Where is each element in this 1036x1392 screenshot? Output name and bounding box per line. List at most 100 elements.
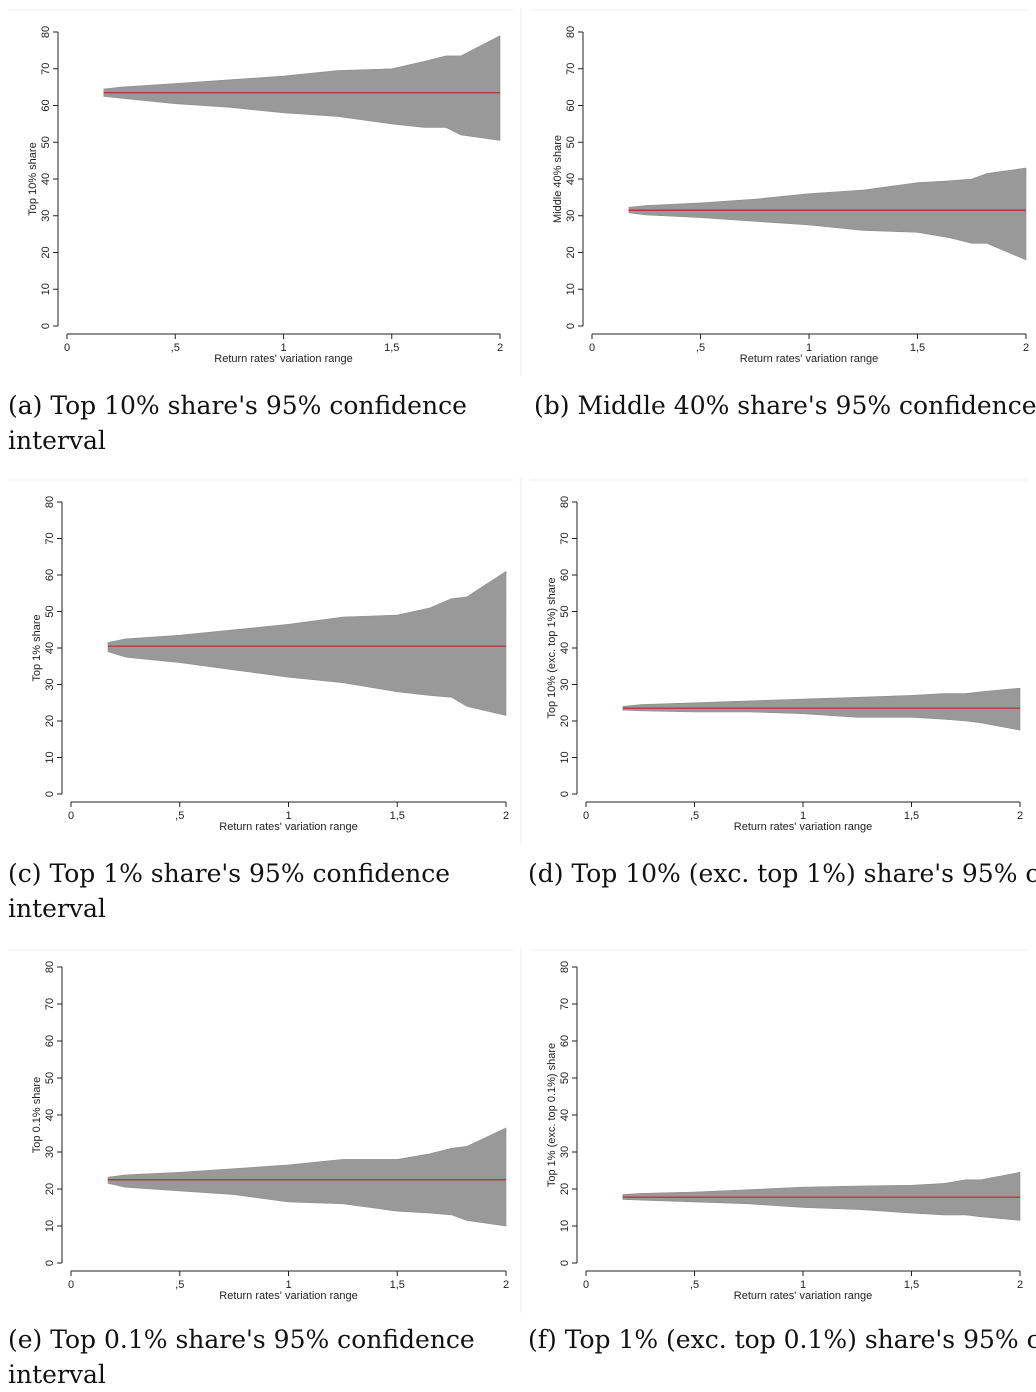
y-tick-label: 40 bbox=[559, 642, 571, 654]
y-axis-title: Top 1% (exc. top 0.1%) share bbox=[546, 1043, 558, 1187]
y-tick-label: 50 bbox=[565, 136, 577, 148]
x-tick-label: 1 bbox=[280, 342, 286, 354]
x-axis-title: Return rates' variation range bbox=[740, 353, 878, 365]
y-tick-label: 40 bbox=[40, 173, 52, 185]
y-tick-label: 80 bbox=[559, 496, 571, 508]
y-tick-label: 50 bbox=[44, 605, 56, 617]
x-tick-label: 2 bbox=[497, 342, 503, 354]
y-tick-label: 20 bbox=[40, 246, 52, 258]
y-tick-label: 20 bbox=[565, 246, 577, 258]
panel-d: 0 10 20 30 40 50 60 70 80 0 ,5 1 1,5 2 Return rates' v… bbox=[522, 470, 1036, 850]
y-tick-label: 0 bbox=[559, 1260, 571, 1266]
y-tick-label: 80 bbox=[559, 961, 571, 973]
y-tick-label: 30 bbox=[559, 678, 571, 690]
x-tick-label: 1,5 bbox=[390, 810, 405, 822]
x-axis-title: Return rates' variation range bbox=[219, 821, 357, 833]
y-tick-label: 10 bbox=[44, 751, 56, 763]
chart-e: 0 10 20 30 40 50 60 70 80 0 ,5 1 1,5 2 Return rates' v… bbox=[8, 948, 522, 1313]
x-tick-label: 2 bbox=[503, 810, 509, 822]
x-tick-label: 0 bbox=[64, 342, 70, 354]
y-tick-label: 80 bbox=[40, 26, 52, 38]
y-tick-label: 40 bbox=[44, 642, 56, 654]
y-tick-label: 70 bbox=[559, 998, 571, 1010]
y-tick-label: 60 bbox=[559, 569, 571, 581]
x-tick-label: ,5 bbox=[175, 810, 184, 822]
y-tick-label: 20 bbox=[44, 715, 56, 727]
confidence-band bbox=[628, 167, 1027, 261]
x-tick-label: 1,5 bbox=[390, 1279, 405, 1291]
caption-f: (f) Top 1% (exc. top 0.1%) share's 95% c… bbox=[528, 1325, 1036, 1354]
caption-c: (c) Top 1% share's 95% confidence interv… bbox=[8, 859, 451, 923]
y-tick-label: 80 bbox=[44, 961, 56, 973]
y-tick-label: 50 bbox=[40, 136, 52, 148]
y-tick-label: 60 bbox=[44, 569, 56, 581]
y-axis-title: Middle 40% share bbox=[552, 135, 564, 223]
y-tick-label: 10 bbox=[40, 283, 52, 295]
y-tick-label: 80 bbox=[44, 496, 56, 508]
y-tick-label: 70 bbox=[565, 63, 577, 75]
y-tick-label: 50 bbox=[559, 605, 571, 617]
x-tick-label: 2 bbox=[1023, 342, 1029, 354]
y-tick-label: 80 bbox=[565, 26, 577, 38]
x-tick-label: 0 bbox=[68, 810, 74, 822]
confidence-band bbox=[107, 570, 507, 716]
confidence-band bbox=[622, 687, 1021, 731]
y-tick-label: 20 bbox=[559, 715, 571, 727]
x-tick-label: ,5 bbox=[696, 342, 705, 354]
x-tick-label: 0 bbox=[583, 1279, 589, 1291]
y-tick-label: 0 bbox=[40, 323, 52, 329]
y-tick-label: 10 bbox=[565, 283, 577, 295]
panel-b: 0 10 20 30 40 50 60 70 80 0 ,5 1 1,5 2 Return rates' v… bbox=[522, 0, 1036, 380]
x-tick-label: 1,5 bbox=[384, 342, 399, 354]
x-tick-label: ,5 bbox=[690, 1279, 699, 1291]
y-tick-label: 60 bbox=[40, 99, 52, 111]
panel-e: 0 10 20 30 40 50 60 70 80 0 ,5 1 1,5 2 Return rates' v… bbox=[0, 940, 522, 1320]
y-tick-label: 50 bbox=[44, 1072, 56, 1084]
y-tick-label: 60 bbox=[565, 99, 577, 111]
y-tick-label: 40 bbox=[559, 1109, 571, 1121]
y-tick-label: 30 bbox=[565, 210, 577, 222]
x-tick-label: 1 bbox=[800, 1279, 806, 1291]
x-tick-label: ,5 bbox=[171, 342, 180, 354]
y-tick-label: 70 bbox=[44, 532, 56, 544]
chart-f: 0 10 20 30 40 50 60 70 80 0 ,5 1 1,5 2 Return rates' v… bbox=[530, 949, 1028, 1302]
x-tick-label: ,5 bbox=[175, 1279, 184, 1291]
y-tick-label: 50 bbox=[559, 1072, 571, 1084]
panel-c: 0 10 20 30 40 50 60 70 80 0 ,5 1 1,5 2 Return rates' v… bbox=[0, 470, 522, 850]
x-tick-label: 0 bbox=[68, 1279, 74, 1291]
x-tick-label: 0 bbox=[589, 342, 595, 354]
y-axis-title: Top 0.1% share bbox=[31, 1077, 43, 1153]
y-tick-label: 40 bbox=[565, 173, 577, 185]
caption-e: (e) Top 0.1% share's 95% confidence inte… bbox=[8, 1325, 475, 1389]
panel-a: 0 10 20 30 40 50 60 70 80 0 ,5 1 1,5 2 Return rates' v… bbox=[0, 0, 522, 380]
y-tick-label: 30 bbox=[559, 1146, 571, 1158]
x-tick-label: 0 bbox=[583, 810, 589, 822]
y-tick-label: 20 bbox=[559, 1183, 571, 1195]
chart-c: 0 10 20 30 40 50 60 70 80 0 ,5 1 1,5 2 Return rates' v… bbox=[8, 478, 522, 844]
y-tick-label: 30 bbox=[40, 210, 52, 222]
x-tick-label: 1 bbox=[285, 810, 291, 822]
caption-b: (b) Middle 40% share's 95% confidence in… bbox=[534, 391, 1036, 420]
y-tick-label: 60 bbox=[44, 1035, 56, 1047]
y-axis-title: Top 10% (exc. top 1%) share bbox=[546, 577, 558, 718]
x-tick-label: 1 bbox=[806, 342, 812, 354]
x-tick-label: 2 bbox=[1017, 810, 1023, 822]
caption-d: (d) Top 10% (exc. top 1%) share's 95% co… bbox=[528, 859, 1036, 888]
y-tick-label: 10 bbox=[44, 1220, 56, 1232]
x-tick-label: 1 bbox=[285, 1279, 291, 1291]
x-tick-label: 2 bbox=[1017, 1279, 1023, 1291]
confidence-band bbox=[622, 1171, 1021, 1221]
x-axis-title: Return rates' variation range bbox=[219, 1290, 357, 1302]
x-tick-label: 1,5 bbox=[904, 810, 919, 822]
x-axis-title: Return rates' variation range bbox=[214, 353, 352, 365]
x-tick-label: 2 bbox=[503, 1279, 509, 1291]
y-axis-title: Top 10% share bbox=[27, 142, 39, 215]
y-tick-label: 10 bbox=[559, 751, 571, 763]
y-tick-label: 0 bbox=[44, 1260, 56, 1266]
x-tick-label: 1,5 bbox=[910, 342, 925, 354]
y-tick-label: 40 bbox=[44, 1109, 56, 1121]
y-tick-label: 20 bbox=[44, 1183, 56, 1195]
y-tick-label: 70 bbox=[559, 532, 571, 544]
y-tick-label: 30 bbox=[44, 678, 56, 690]
caption-a: (a) Top 10% share's 95% confidence inter… bbox=[8, 391, 467, 455]
